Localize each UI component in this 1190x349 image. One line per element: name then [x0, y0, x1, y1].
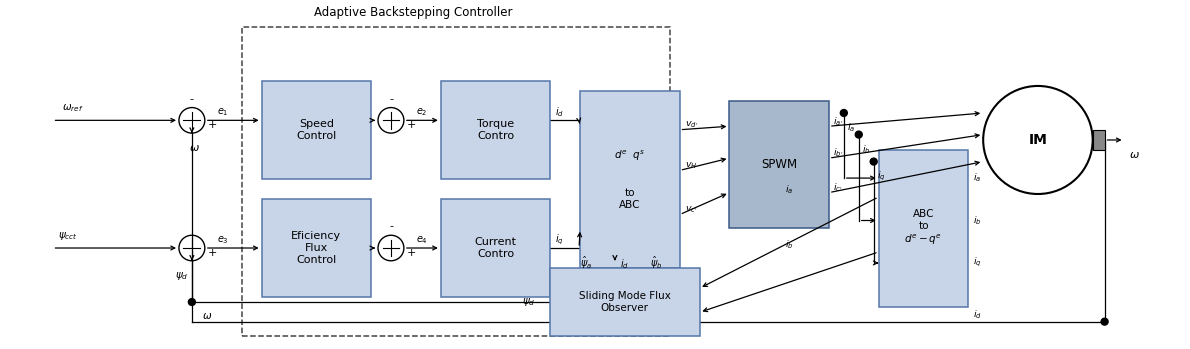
Text: $i_b$: $i_b$ — [785, 239, 794, 251]
Text: $\psi_{cct}$: $\psi_{cct}$ — [57, 230, 77, 242]
Text: $i_d$: $i_d$ — [556, 106, 564, 119]
Text: $i_d$: $i_d$ — [620, 257, 628, 271]
Text: Current
Contro: Current Contro — [475, 237, 516, 259]
Text: -: - — [389, 94, 393, 104]
Text: -: - — [190, 94, 194, 104]
Text: +: + — [407, 120, 416, 130]
Text: +: + — [407, 248, 416, 258]
Text: $i_b$: $i_b$ — [862, 143, 870, 156]
Bar — [242, 27, 670, 336]
Circle shape — [856, 131, 863, 138]
Text: $\psi_d$: $\psi_d$ — [521, 296, 536, 308]
Text: $v_H$: $v_H$ — [684, 160, 697, 171]
Text: $\omega$: $\omega$ — [189, 143, 200, 153]
Text: $e_4$: $e_4$ — [415, 234, 428, 246]
Text: $e_1$: $e_1$ — [217, 106, 228, 118]
Circle shape — [840, 110, 847, 117]
Text: $i_{c'}$: $i_{c'}$ — [833, 181, 843, 194]
Text: $\omega$: $\omega$ — [1129, 150, 1140, 160]
Text: $i_q$: $i_q$ — [877, 170, 885, 183]
Text: $\omega_{ref}$: $\omega_{ref}$ — [63, 103, 84, 114]
Text: ABC
to
$d^e-q^e$: ABC to $d^e-q^e$ — [904, 209, 942, 247]
Bar — [262, 199, 371, 297]
Text: Sliding Mode Flux
Observer: Sliding Mode Flux Observer — [578, 291, 671, 313]
Bar — [550, 268, 700, 336]
Text: $\hat{\psi}_b$: $\hat{\psi}_b$ — [650, 255, 663, 271]
Text: $\psi_d$: $\psi_d$ — [175, 269, 189, 282]
Text: $i_b$: $i_b$ — [973, 214, 982, 227]
Text: $i_q$: $i_q$ — [556, 233, 564, 247]
Text: $i_{a'}$: $i_{a'}$ — [833, 115, 843, 128]
Text: $i_a$: $i_a$ — [847, 121, 856, 134]
Text: SPWM: SPWM — [762, 158, 797, 171]
Text: $e_2$: $e_2$ — [415, 106, 427, 118]
Text: $v_{c'}$: $v_{c'}$ — [684, 205, 697, 215]
Circle shape — [870, 158, 877, 165]
Text: $v_{d'}$: $v_{d'}$ — [684, 120, 699, 130]
Text: $e_3$: $e_3$ — [217, 234, 228, 246]
Text: $i_{b'}$: $i_{b'}$ — [833, 147, 844, 159]
Text: $i_q$: $i_q$ — [973, 257, 982, 269]
Text: Eficiency
Flux
Control: Eficiency Flux Control — [292, 231, 342, 265]
Text: Speed
Control: Speed Control — [296, 119, 337, 141]
Bar — [440, 199, 550, 297]
Text: Torque
Contro: Torque Contro — [477, 119, 514, 141]
Text: $\omega$: $\omega$ — [202, 311, 212, 321]
Text: +: + — [208, 248, 218, 258]
Bar — [262, 81, 371, 179]
Circle shape — [1101, 318, 1108, 325]
Bar — [729, 101, 829, 228]
Text: $i_d$: $i_d$ — [973, 309, 982, 321]
Text: -: - — [389, 221, 393, 231]
Text: +: + — [208, 120, 218, 130]
Bar — [440, 81, 550, 179]
Bar — [878, 150, 969, 307]
Text: $d^e$  $q^s$


to
ABC: $d^e$ $q^s$ to ABC — [614, 149, 645, 210]
Text: Adaptive Backstepping Controller: Adaptive Backstepping Controller — [314, 6, 512, 19]
Text: $\hat{\psi}_a$: $\hat{\psi}_a$ — [580, 255, 591, 271]
Bar — [580, 91, 679, 268]
Bar — [1092, 130, 1104, 150]
Text: IM: IM — [1028, 133, 1047, 147]
Circle shape — [188, 299, 195, 305]
Text: $i_a$: $i_a$ — [785, 184, 794, 196]
Text: $i_a$: $i_a$ — [973, 172, 982, 184]
